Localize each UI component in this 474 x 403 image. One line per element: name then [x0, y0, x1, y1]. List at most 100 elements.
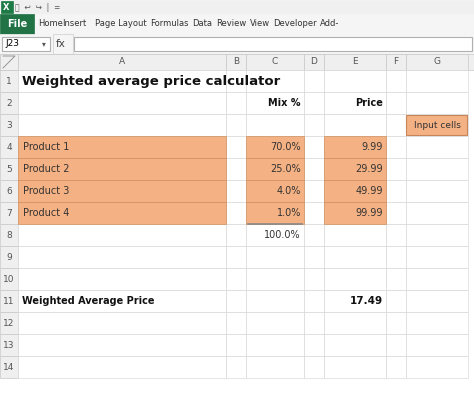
- Text: A: A: [119, 58, 125, 66]
- Text: 29.99: 29.99: [356, 164, 383, 174]
- Bar: [18, 180, 226, 202]
- Text: fx: fx: [56, 39, 66, 49]
- Bar: [0, 14, 34, 34]
- Text: 4.0%: 4.0%: [277, 186, 301, 196]
- Bar: [0, 290, 18, 312]
- Bar: [324, 268, 386, 290]
- Bar: [0, 224, 18, 246]
- Bar: [246, 180, 304, 202]
- Text: 1: 1: [6, 77, 12, 85]
- Text: Product 3: Product 3: [23, 186, 69, 196]
- Bar: [0, 34, 474, 54]
- Bar: [0, 268, 18, 290]
- Bar: [324, 334, 386, 356]
- Text: 14: 14: [3, 363, 15, 372]
- Text: 25.0%: 25.0%: [270, 164, 301, 174]
- Bar: [304, 290, 324, 312]
- Bar: [386, 334, 406, 356]
- Bar: [18, 136, 226, 158]
- Bar: [0, 356, 18, 378]
- Bar: [304, 92, 324, 114]
- Bar: [406, 92, 468, 114]
- Text: Weighted Average Price: Weighted Average Price: [22, 296, 155, 306]
- Bar: [406, 224, 468, 246]
- Bar: [53, 34, 73, 54]
- Bar: [18, 356, 226, 378]
- Bar: [304, 334, 324, 356]
- Bar: [386, 70, 406, 92]
- Text: 8: 8: [6, 231, 12, 239]
- Bar: [246, 158, 304, 180]
- Bar: [324, 246, 386, 268]
- Bar: [226, 290, 246, 312]
- Text: F: F: [393, 58, 399, 66]
- Bar: [246, 180, 304, 202]
- Bar: [406, 70, 468, 92]
- Bar: [246, 54, 304, 70]
- Text: Mix %: Mix %: [268, 98, 301, 108]
- Text: 4: 4: [6, 143, 12, 152]
- Bar: [386, 290, 406, 312]
- Bar: [406, 246, 468, 268]
- Bar: [406, 115, 467, 135]
- Text: 6: 6: [6, 187, 12, 195]
- Bar: [406, 334, 468, 356]
- Bar: [18, 202, 226, 224]
- Bar: [226, 136, 246, 158]
- Bar: [324, 136, 386, 158]
- Text: 70.0%: 70.0%: [270, 142, 301, 152]
- Bar: [18, 290, 226, 312]
- Bar: [246, 268, 304, 290]
- Bar: [2, 37, 50, 51]
- Bar: [324, 92, 386, 114]
- Bar: [226, 54, 246, 70]
- Text: J23: J23: [5, 39, 19, 48]
- Bar: [324, 180, 386, 202]
- Bar: [0, 334, 18, 356]
- Text: 99.99: 99.99: [356, 208, 383, 218]
- Bar: [226, 356, 246, 378]
- Text: 12: 12: [3, 318, 15, 328]
- Bar: [246, 70, 304, 92]
- Bar: [324, 202, 386, 224]
- Bar: [0, 70, 18, 92]
- Bar: [0, 312, 18, 334]
- Text: Formulas: Formulas: [151, 19, 189, 29]
- Bar: [406, 136, 468, 158]
- Bar: [324, 114, 386, 136]
- Text: D: D: [310, 58, 318, 66]
- Text: G: G: [434, 58, 440, 66]
- Bar: [386, 312, 406, 334]
- Bar: [18, 180, 226, 202]
- Bar: [406, 158, 468, 180]
- Bar: [304, 54, 324, 70]
- Text: 2: 2: [6, 98, 12, 108]
- Bar: [18, 54, 226, 70]
- Bar: [18, 158, 226, 180]
- Bar: [324, 312, 386, 334]
- Bar: [304, 268, 324, 290]
- Bar: [324, 54, 386, 70]
- Bar: [246, 356, 304, 378]
- Text: 17.49: 17.49: [350, 296, 383, 306]
- Bar: [74, 37, 472, 51]
- Bar: [18, 114, 226, 136]
- Text: File: File: [7, 19, 27, 29]
- Bar: [324, 180, 386, 202]
- Text: ▾: ▾: [42, 39, 46, 48]
- Bar: [324, 158, 386, 180]
- Bar: [226, 114, 246, 136]
- Text: 9.99: 9.99: [362, 142, 383, 152]
- Bar: [246, 202, 304, 224]
- Text: Price: Price: [355, 98, 383, 108]
- Bar: [246, 290, 304, 312]
- Bar: [226, 70, 246, 92]
- Text: 5: 5: [6, 164, 12, 174]
- Text: 9: 9: [6, 253, 12, 262]
- Bar: [0, 54, 18, 70]
- Bar: [386, 54, 406, 70]
- Text: 11: 11: [3, 297, 15, 305]
- Bar: [226, 158, 246, 180]
- Text: Weighted average price calculator: Weighted average price calculator: [22, 75, 280, 87]
- Bar: [304, 114, 324, 136]
